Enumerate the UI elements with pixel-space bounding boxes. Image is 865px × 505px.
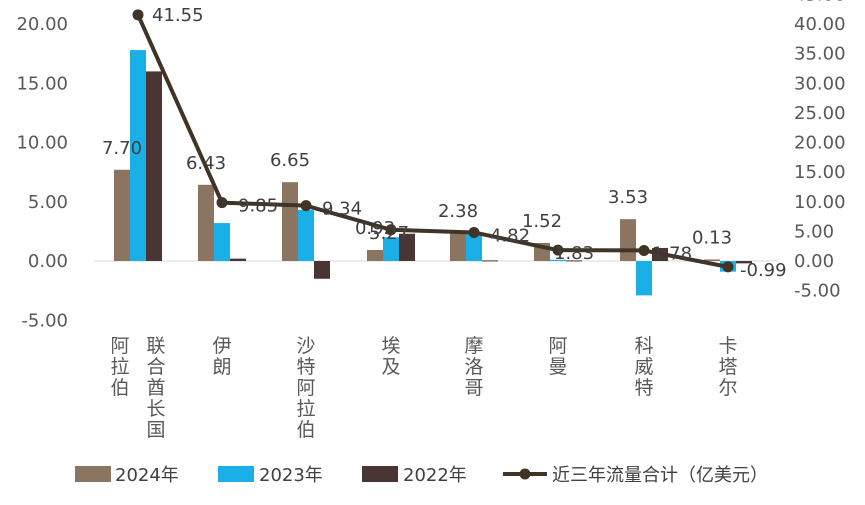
bar-2023年 xyxy=(130,50,146,261)
line-data-label: 1.83 xyxy=(554,243,594,264)
line-point xyxy=(132,9,144,21)
line-data-label: 5.27 xyxy=(369,223,409,244)
bar-2023年 xyxy=(636,261,652,296)
y-left-tick-label: 5.00 xyxy=(28,192,68,213)
bar-data-label: 0.13 xyxy=(692,227,732,248)
y-right-tick-label: 35.00 xyxy=(794,44,846,65)
line-point xyxy=(468,226,480,238)
bar-2022年 xyxy=(482,260,498,262)
legend-label: 2022年 xyxy=(403,465,467,486)
line-data-label: 1.78 xyxy=(652,243,692,264)
bar-2023年 xyxy=(550,259,566,261)
category-label: 阿曼 xyxy=(548,335,567,378)
y-right-tick-label: 15.00 xyxy=(794,162,846,183)
line-point xyxy=(385,224,397,236)
y-left-tick-label: 20.00 xyxy=(16,14,68,35)
category-label: 沙特阿拉伯 xyxy=(296,335,315,441)
y-right-tick-label: 20.00 xyxy=(794,133,846,154)
category-label: 科威特 xyxy=(634,335,653,399)
bar-2022年 xyxy=(314,261,330,279)
bar-data-label: 6.65 xyxy=(270,150,310,171)
legend-swatch xyxy=(75,466,111,482)
line-point xyxy=(722,261,734,273)
y-right-tick-label: 30.00 xyxy=(794,73,846,94)
bar-2024年 xyxy=(367,249,383,261)
y-left-tick-label: 15.00 xyxy=(16,73,68,94)
legend-label: 近三年流量合计（亿美元） xyxy=(552,465,768,486)
legend-marker xyxy=(519,468,531,480)
bar-data-label: 1.52 xyxy=(522,211,562,232)
category-label: 伊朗 xyxy=(212,335,231,378)
line-data-label: 4.82 xyxy=(490,225,530,246)
bar-2022年 xyxy=(230,258,246,261)
bar-2022年 xyxy=(399,233,415,261)
bar-data-label: 7.70 xyxy=(102,138,142,159)
legend-label: 2023年 xyxy=(259,465,323,486)
legend-label: 2024年 xyxy=(115,465,179,486)
y-right-tick-label: 5.00 xyxy=(794,221,834,242)
line-data-label: 41.55 xyxy=(152,5,204,26)
bar-2024年 xyxy=(450,232,466,261)
y-right-tick-label: 10.00 xyxy=(794,192,846,213)
bar-2024年 xyxy=(114,169,130,261)
y-left-tick-label: -5.00 xyxy=(21,310,68,331)
legend-swatch xyxy=(362,466,398,482)
line-point xyxy=(638,244,650,256)
bar-2024年 xyxy=(620,219,636,261)
y-right-tick-label: 40.00 xyxy=(794,14,846,35)
bar-2022年 xyxy=(146,71,162,262)
bar-data-label: 2.38 xyxy=(438,201,478,222)
line-series xyxy=(136,13,729,269)
bar-2023年 xyxy=(383,237,399,261)
category-label: 联合酋长国 xyxy=(146,335,165,441)
bar-2024年 xyxy=(198,184,214,261)
line-data-label: 9.34 xyxy=(322,199,362,220)
line-data-label: 9.85 xyxy=(238,196,278,217)
bar-2023年 xyxy=(298,210,314,261)
line-data-label: -0.99 xyxy=(740,260,787,281)
bar-data-label: 3.53 xyxy=(608,187,648,208)
category-label: 埃及 xyxy=(381,335,400,378)
y-right-tick-label: -5.00 xyxy=(794,281,841,302)
category-label: 摩洛哥 xyxy=(464,335,483,399)
bar-2023年 xyxy=(466,232,482,261)
line-point xyxy=(552,244,564,256)
line-point xyxy=(216,197,228,209)
bar-2024年 xyxy=(704,259,720,261)
category-label: 卡塔尔 xyxy=(718,335,737,399)
y-left-tick-label: 0.00 xyxy=(28,251,68,272)
y-right-tick-label: 45.00 xyxy=(794,0,846,5)
bar-2024年 xyxy=(282,182,298,261)
bar-2022年 xyxy=(566,260,582,262)
y-right-tick-label: 0.00 xyxy=(794,251,834,272)
category-label: 阿拉伯 xyxy=(110,335,129,399)
legend-swatch xyxy=(218,466,254,482)
bar-2022年 xyxy=(736,261,752,264)
y-left-tick-label: 10.00 xyxy=(16,133,68,154)
y-right-tick-label: 25.00 xyxy=(794,103,846,124)
bar-2023年 xyxy=(214,223,230,261)
line-point xyxy=(300,200,312,212)
